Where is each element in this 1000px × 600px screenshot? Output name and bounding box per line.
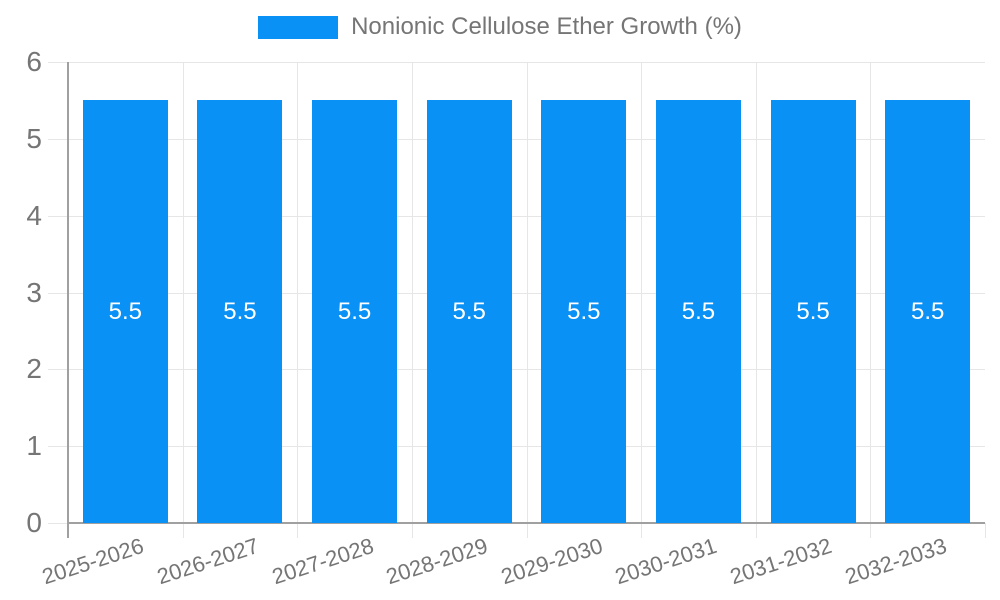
gridline-vertical bbox=[755, 62, 757, 538]
x-tick-label: 2028-2029 bbox=[383, 533, 491, 590]
bar-2030-2031 bbox=[655, 100, 741, 523]
gridline-horizontal bbox=[48, 215, 985, 217]
y-axis-tick bbox=[48, 523, 68, 524]
x-tick-label: 2031-2032 bbox=[726, 533, 835, 590]
y-tick-label: 4 bbox=[26, 199, 42, 231]
bar-value-label: 5.5 bbox=[567, 297, 601, 325]
y-tick-label: 2 bbox=[26, 353, 42, 385]
bar-value-label: 5.5 bbox=[911, 297, 945, 325]
y-tick-label: 3 bbox=[26, 276, 42, 308]
bar-2031-2032 bbox=[770, 100, 856, 523]
y-axis-line bbox=[67, 62, 69, 538]
bar-2026-2027 bbox=[197, 100, 283, 523]
y-tick-label: 0 bbox=[26, 507, 42, 538]
gridline-vertical bbox=[411, 62, 413, 538]
legend[interactable]: Nonionic Cellulose Ether Growth (%) bbox=[0, 13, 1000, 40]
x-tick-label: 2025-2026 bbox=[39, 533, 148, 590]
gridline-vertical bbox=[641, 62, 643, 538]
x-tick-label: 2027-2028 bbox=[268, 533, 377, 590]
gridline-horizontal bbox=[48, 138, 985, 140]
bar-value-label: 5.5 bbox=[681, 297, 716, 325]
gridline-vertical bbox=[526, 62, 528, 538]
x-tick-label: 2029-2030 bbox=[497, 533, 606, 590]
bar-value-label: 5.5 bbox=[796, 297, 830, 325]
gridline-vertical bbox=[870, 62, 872, 538]
x-tick-label: 2032-2033 bbox=[841, 533, 950, 590]
bar-value-label: 5.5 bbox=[337, 297, 372, 325]
bar-2032-2033 bbox=[885, 100, 971, 523]
legend-label: Nonionic Cellulose Ether Growth (%) bbox=[351, 13, 742, 40]
bar-2025-2026 bbox=[82, 100, 168, 523]
gridline-horizontal bbox=[48, 62, 985, 63]
bar-2027-2028 bbox=[312, 100, 398, 523]
gridline-horizontal bbox=[48, 292, 985, 294]
bar-value-label: 5.5 bbox=[452, 297, 486, 325]
x-tick-label: 2026-2027 bbox=[153, 533, 262, 590]
legend-swatch bbox=[258, 15, 339, 39]
bar-2028-2029 bbox=[426, 100, 512, 523]
gridline-vertical bbox=[182, 62, 184, 538]
x-axis-tick bbox=[985, 523, 986, 538]
bar-value-label: 5.5 bbox=[223, 297, 257, 325]
gridline-horizontal bbox=[48, 446, 985, 448]
y-tick-label: 1 bbox=[26, 430, 42, 462]
y-tick-label: 5 bbox=[26, 122, 42, 154]
bar-value-label: 5.5 bbox=[108, 297, 142, 325]
y-tick-label: 6 bbox=[26, 46, 42, 77]
x-axis-line bbox=[68, 522, 985, 524]
gridline-horizontal bbox=[48, 369, 985, 371]
bar-2029-2030 bbox=[541, 100, 627, 523]
x-tick-label: 2030-2031 bbox=[612, 533, 721, 590]
gridline-vertical bbox=[297, 62, 299, 538]
